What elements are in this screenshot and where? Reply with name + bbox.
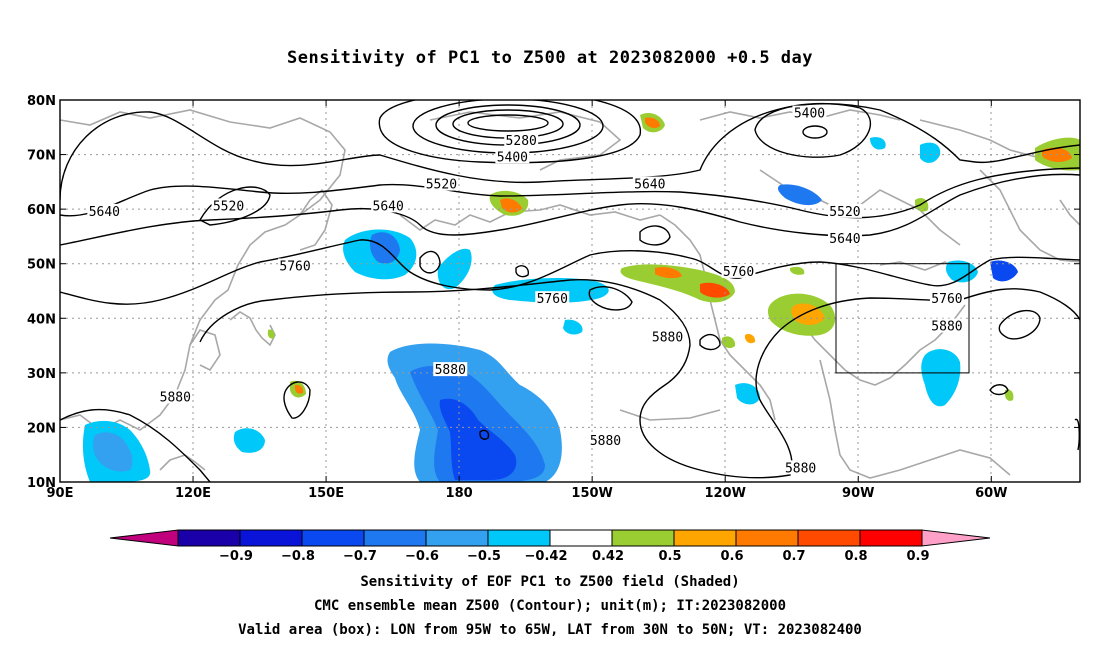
colorbar-label: −0.6	[405, 549, 439, 564]
colorbar-left-arrow	[109, 529, 179, 547]
contour-label-bg	[929, 318, 964, 333]
contour-label-bg	[158, 389, 193, 404]
contour-label-bg	[87, 203, 122, 218]
contour-label-bg	[588, 433, 623, 448]
contour-label: 5880	[435, 363, 466, 378]
lat-label: 30N	[27, 367, 56, 382]
colorbar-swatch	[425, 529, 489, 547]
caption-shaded: Sensitivity of EOF PC1 to Z500 field (Sh…	[360, 574, 740, 590]
contour-label: 5880	[160, 390, 191, 405]
contour-label-bg	[650, 329, 685, 344]
lon-label: 120E	[175, 486, 211, 501]
caption-valid-area: Valid area (box): LON from 95W to 65W, L…	[238, 622, 862, 638]
colorbar-label: 0.9	[906, 549, 929, 564]
colorbar-label: 0.6	[720, 549, 743, 564]
contour-label: 5760	[279, 259, 310, 274]
contour-label-bg	[783, 460, 818, 475]
contour-label: 5760	[537, 292, 568, 307]
colorbar-label: 0.7	[782, 549, 805, 564]
colorbar-label: −0.42	[525, 549, 568, 564]
contour-label-bg	[371, 198, 406, 213]
valid-area-box	[835, 263, 970, 374]
z500-contours	[60, 100, 1080, 482]
colorbar-right-arrow	[921, 529, 991, 547]
contour-label-bg	[632, 176, 667, 191]
colorbar-swatch	[859, 529, 923, 547]
contour-label-bg	[495, 149, 530, 164]
contour-label-bg	[278, 258, 313, 273]
contour-label: 5280	[506, 134, 537, 149]
colorbar-swatch	[239, 529, 303, 547]
colorbar-swatch	[611, 529, 675, 547]
colorbar-swatch	[301, 529, 365, 547]
longitude-axis: 90E 120E 150E 180 150W 120W 90W 60W	[47, 100, 1008, 501]
colorbar: −0.9 −0.8 −0.7 −0.6 −0.5 −0.42 0.42 0.5 0.6 0.7 0.…	[109, 529, 991, 564]
contour-label: 5520	[426, 178, 457, 193]
contour-label: 5880	[785, 461, 816, 476]
contour-label-bg	[827, 203, 862, 218]
colorbar-label: 0.8	[844, 549, 867, 564]
contour-label-bg	[929, 291, 964, 306]
lon-label: 90E	[47, 486, 74, 501]
lon-label: 120W	[704, 486, 745, 501]
caption-contour: CMC ensemble mean Z500 (Contour); unit(m…	[313, 598, 786, 614]
contour-label: 5640	[89, 205, 120, 220]
colorbar-label: −0.8	[281, 549, 315, 564]
lat-label: 40N	[27, 312, 56, 327]
contour-label-bg	[504, 132, 539, 147]
contour-label: 5880	[590, 434, 621, 449]
colorbar-label: −0.7	[343, 549, 377, 564]
contour-label-bg	[827, 231, 862, 246]
contour-label: 5640	[634, 178, 665, 193]
colorbar-swatch	[177, 529, 241, 547]
colorbar-swatch	[797, 529, 861, 547]
colorbar-swatch	[735, 529, 799, 547]
colorbar-swatch	[673, 529, 737, 547]
contour-label-bg	[433, 362, 468, 377]
colorbar-swatch	[487, 529, 551, 547]
lat-label: 70N	[27, 149, 56, 164]
contour-label-bg	[424, 176, 459, 191]
contour-label: 5880	[652, 330, 683, 345]
colorbar-label: −0.5	[467, 549, 501, 564]
lat-label: 50N	[27, 258, 56, 273]
lon-label: 180	[446, 486, 473, 501]
contour-label: 5400	[794, 107, 825, 122]
colorbar-label: −0.9	[219, 549, 253, 564]
contour-label: 5760	[723, 265, 754, 280]
contour-label: 5640	[829, 232, 860, 247]
lon-label: 90W	[842, 486, 874, 501]
contour-label: 5640	[373, 199, 404, 214]
lon-label: 150W	[571, 486, 612, 501]
colorbar-label: 0.5	[658, 549, 681, 564]
page-title: Sensitivity of PC1 to Z500 at 2023082000…	[286, 48, 813, 68]
contour-label-bg	[721, 263, 756, 278]
contour-label-bg	[792, 105, 827, 120]
contour-label-bg	[211, 198, 246, 213]
colorbar-swatch	[363, 529, 427, 547]
contour-label: 5520	[213, 199, 244, 214]
contour-label: 5520	[829, 205, 860, 220]
lat-label: 60N	[27, 203, 56, 218]
colorbar-swatch	[549, 529, 613, 547]
lat-label: 80N	[27, 94, 56, 109]
map-frame	[59, 99, 1081, 483]
colorbar-label: 0.42	[592, 549, 624, 564]
contour-label: 5760	[931, 292, 962, 307]
lon-label: 150E	[308, 486, 344, 501]
lat-label: 20N	[27, 421, 56, 436]
contour-label-bg	[535, 291, 570, 306]
latitude-axis: 80N 70N 60N 50N 40N 30N 20N 10N	[27, 94, 1080, 491]
contour-label: 5400	[497, 150, 528, 165]
lon-label: 60W	[975, 486, 1007, 501]
contour-label: 5880	[931, 319, 962, 334]
lat-label: 10N	[27, 476, 56, 491]
